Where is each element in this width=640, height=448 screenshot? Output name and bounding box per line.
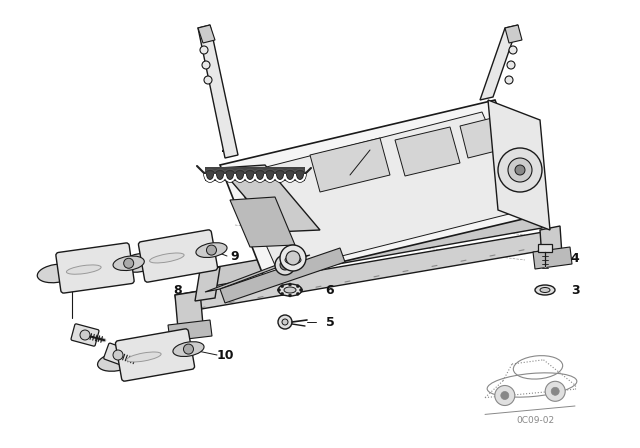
- Circle shape: [275, 255, 295, 275]
- Text: 0C09-02: 0C09-02: [516, 416, 554, 425]
- Text: 11: 11: [63, 262, 81, 275]
- Circle shape: [280, 260, 290, 270]
- Polygon shape: [533, 247, 572, 269]
- Circle shape: [495, 385, 515, 405]
- Polygon shape: [220, 100, 540, 280]
- Text: 9: 9: [230, 250, 239, 263]
- Circle shape: [498, 148, 542, 192]
- Polygon shape: [395, 127, 460, 176]
- Polygon shape: [198, 25, 215, 43]
- Polygon shape: [220, 248, 345, 303]
- Text: 1: 1: [365, 134, 374, 146]
- Circle shape: [501, 392, 509, 400]
- Polygon shape: [235, 112, 525, 272]
- Circle shape: [278, 315, 292, 329]
- FancyBboxPatch shape: [138, 230, 218, 282]
- Circle shape: [200, 46, 208, 54]
- Text: 8: 8: [173, 284, 182, 297]
- Circle shape: [545, 381, 565, 401]
- Circle shape: [280, 245, 306, 271]
- Circle shape: [184, 344, 193, 354]
- Polygon shape: [205, 167, 305, 181]
- Polygon shape: [538, 244, 552, 252]
- Ellipse shape: [127, 352, 161, 362]
- Ellipse shape: [173, 342, 204, 357]
- Circle shape: [204, 76, 212, 84]
- Circle shape: [296, 293, 300, 295]
- Circle shape: [113, 350, 123, 360]
- Text: 5: 5: [326, 315, 334, 328]
- Circle shape: [505, 76, 513, 84]
- Polygon shape: [480, 25, 518, 100]
- Ellipse shape: [37, 264, 76, 283]
- Polygon shape: [488, 100, 550, 230]
- Ellipse shape: [285, 256, 301, 264]
- Polygon shape: [310, 138, 390, 192]
- Circle shape: [289, 294, 291, 297]
- Circle shape: [286, 251, 300, 265]
- Circle shape: [202, 61, 210, 69]
- Polygon shape: [168, 320, 212, 341]
- Circle shape: [551, 388, 559, 395]
- Polygon shape: [195, 267, 220, 301]
- FancyBboxPatch shape: [104, 343, 132, 367]
- Ellipse shape: [278, 284, 302, 296]
- Ellipse shape: [113, 256, 144, 271]
- Circle shape: [278, 289, 280, 292]
- Ellipse shape: [67, 265, 101, 274]
- Circle shape: [289, 283, 291, 286]
- Polygon shape: [205, 255, 310, 292]
- Polygon shape: [540, 226, 562, 259]
- Ellipse shape: [97, 352, 136, 371]
- Circle shape: [80, 330, 90, 340]
- Circle shape: [509, 46, 517, 54]
- FancyBboxPatch shape: [56, 243, 134, 293]
- Circle shape: [124, 258, 134, 268]
- Polygon shape: [175, 291, 203, 329]
- FancyBboxPatch shape: [115, 329, 195, 381]
- Text: 4: 4: [571, 251, 579, 264]
- Text: 7: 7: [326, 251, 334, 264]
- Text: 3: 3: [571, 284, 579, 297]
- Circle shape: [508, 158, 532, 182]
- Polygon shape: [230, 197, 295, 247]
- Polygon shape: [198, 25, 238, 158]
- Polygon shape: [175, 230, 558, 313]
- Ellipse shape: [535, 285, 555, 295]
- Circle shape: [515, 165, 525, 175]
- Circle shape: [207, 245, 216, 255]
- Text: 10: 10: [216, 349, 234, 362]
- Circle shape: [507, 61, 515, 69]
- Circle shape: [282, 319, 288, 325]
- Polygon shape: [200, 210, 542, 288]
- Text: 2: 2: [221, 142, 229, 155]
- Polygon shape: [220, 165, 320, 232]
- Circle shape: [281, 293, 284, 295]
- Circle shape: [300, 289, 303, 292]
- Circle shape: [296, 284, 300, 288]
- Ellipse shape: [540, 288, 550, 293]
- Text: 6: 6: [326, 284, 334, 297]
- FancyBboxPatch shape: [71, 324, 99, 346]
- Ellipse shape: [150, 253, 184, 263]
- Polygon shape: [460, 116, 508, 158]
- Ellipse shape: [196, 243, 227, 258]
- Ellipse shape: [284, 287, 296, 293]
- Circle shape: [281, 284, 284, 288]
- Polygon shape: [505, 25, 522, 43]
- Ellipse shape: [120, 253, 159, 272]
